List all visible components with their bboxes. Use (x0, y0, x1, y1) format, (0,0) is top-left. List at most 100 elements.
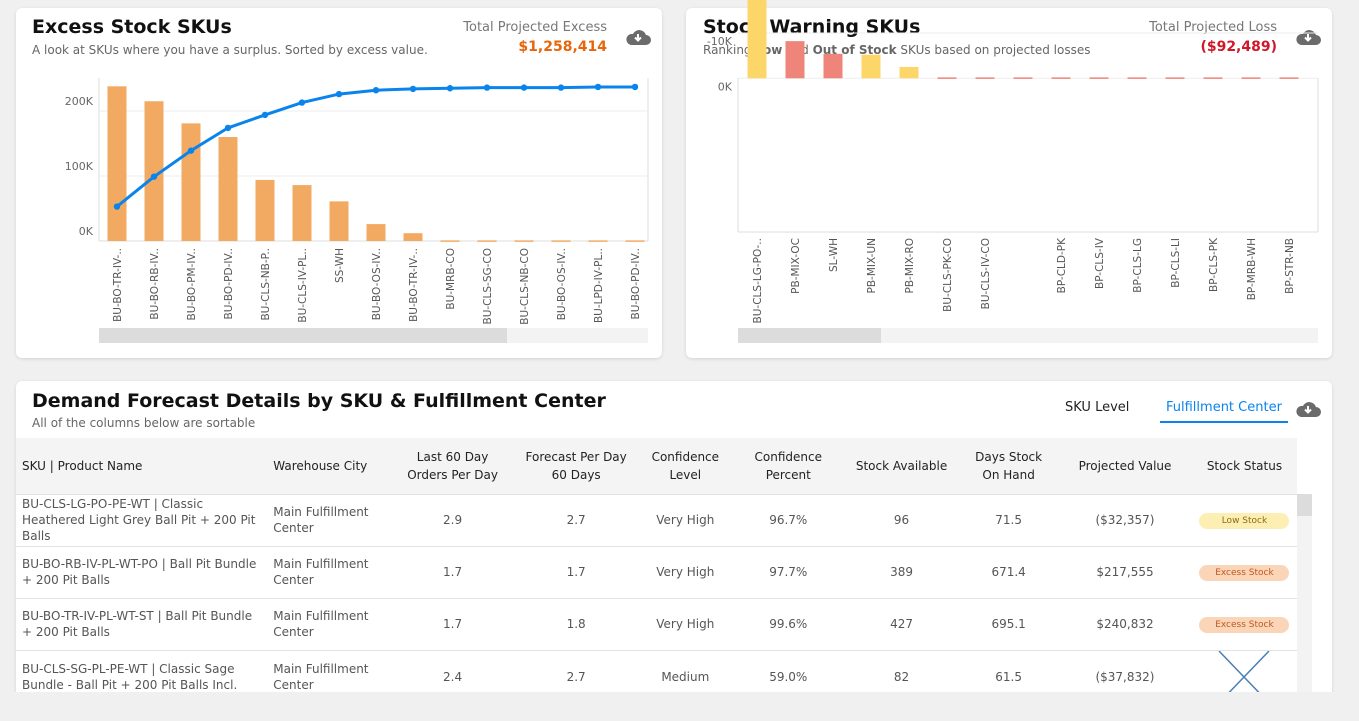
bar (218, 137, 238, 241)
x-tick-label: BP-CLS-LI (1170, 238, 1182, 288)
column-header[interactable]: Confidence Level (637, 438, 733, 494)
bar (861, 54, 881, 79)
bar (403, 233, 423, 241)
table-cell-1: Main Fulfillment Center (267, 597, 391, 650)
warning-scrollbar[interactable] (738, 328, 1318, 343)
y-tick-label: 0K (79, 225, 94, 238)
warning-kpi-label: Total Projected Loss (1149, 20, 1277, 35)
x-tick-label: BU-CLS-LG-PO-.. (752, 238, 764, 323)
table-cell-4: Very High (637, 597, 733, 650)
x-tick-label: PB-MIX-UN (866, 238, 878, 293)
bar (1013, 77, 1033, 79)
table-cell-4: Very High (637, 545, 733, 598)
column-header[interactable]: Stock Available (843, 438, 960, 494)
excess-scrollbar[interactable] (99, 328, 648, 343)
bar (1241, 77, 1261, 79)
cloud-download-icon[interactable] (1295, 400, 1321, 418)
bar (514, 240, 534, 242)
x-tick-label: BU-CLS-IV-PL.. (297, 248, 309, 323)
x-tick-label: BU-BO-OS-IV.. (556, 248, 568, 320)
table-cell-3: 2.7 (514, 649, 638, 703)
column-header[interactable]: Last 60 Day Orders Per Day (390, 438, 515, 494)
column-header[interactable]: SKU | Product Name (16, 438, 268, 494)
x-tick-label: BU-BO-PD-IV.. (630, 248, 642, 319)
x-tick-label: BU-MRB-CO (445, 248, 457, 310)
table-cell-6: 96 (843, 493, 960, 546)
x-tick-label: BU-CLS-NB-P.. (260, 248, 272, 321)
status-badge: Low Stock (1199, 513, 1290, 529)
column-header[interactable]: Confidence Percent (732, 438, 844, 494)
bar (975, 77, 995, 79)
line-point (298, 99, 306, 106)
table-row[interactable]: BU-BO-TR-IV-PL-WT-ST | Ball Pit Bundle +… (16, 597, 1297, 650)
tab-sku-level[interactable]: SKU Level (1065, 400, 1130, 415)
x-tick-label: SS-WH (334, 248, 346, 283)
tab-fulfillment-center[interactable]: Fulfillment Center (1160, 400, 1288, 423)
table-cell-5: 99.6% (732, 597, 844, 650)
table-cell-0: BU-CLS-LG-PO-PE-WT | Classic Heathered L… (16, 493, 268, 546)
bar (747, 0, 767, 79)
table-cell-1: Main Fulfillment Center (267, 493, 391, 546)
line-point (483, 84, 491, 91)
cloud-download-icon[interactable] (1295, 28, 1321, 46)
table-cell-8: $240,832 (1058, 597, 1192, 650)
column-header[interactable]: Forecast Per Day 60 Days (514, 438, 638, 494)
y-tick-label: 200K (65, 95, 94, 108)
x-tick-label: BP-STR-NB (1284, 238, 1296, 294)
x-tick-label: BP-CLS-IV (1094, 237, 1106, 289)
excess-chart: 0K 100K 200K BU-BO-TR-IV-.. BU-BO-RB-IV.. BU-… (65, 78, 649, 325)
table-cell-2: 1.7 (390, 545, 515, 598)
status-badge-cell: Low Stock (1191, 493, 1297, 546)
cloud-download-icon[interactable] (625, 28, 651, 46)
bar (1127, 77, 1147, 79)
bar (551, 240, 571, 242)
bar (292, 185, 312, 241)
table-cell-4: Very High (637, 493, 733, 546)
excess-kpi-value: $1,258,414 (518, 39, 607, 55)
table-cell-2: 1.7 (390, 597, 515, 650)
table-row[interactable]: BU-CLS-LG-PO-PE-WT | Classic Heathered L… (16, 493, 1297, 546)
table-cell-3: 1.7 (514, 545, 638, 598)
bar (588, 240, 608, 242)
table-cell-8: ($32,357) (1058, 493, 1192, 546)
line-point (113, 203, 121, 210)
x-tick-label: BU-BO-TR-IV-.. (408, 248, 420, 322)
column-header[interactable]: Warehouse City (267, 438, 391, 494)
table-row[interactable]: BU-BO-RB-IV-PL-WT-PO | Ball Pit Bundle +… (16, 545, 1297, 598)
y-tick-label: 100K (65, 160, 94, 173)
x-tick-label: BP-MRB-WH (1246, 238, 1258, 300)
line-point (335, 90, 343, 98)
line-point (372, 87, 380, 94)
x-tick-label: BP-CLS-LG (1132, 238, 1144, 293)
y-tick-label: -10K (707, 35, 733, 48)
page-footer (0, 692, 1359, 721)
line-point (150, 173, 158, 180)
forecast-title: Demand Forecast Details by SKU & Fulfill… (32, 390, 606, 412)
bar (255, 179, 275, 241)
bar (1203, 77, 1223, 79)
x-tick-label: BU-CLS-NB-CO (519, 248, 531, 325)
x-tick-label: PB-MIX-OC (790, 238, 802, 294)
line-point (224, 124, 232, 132)
x-tick-label: BU-BO-RB-IV.. (149, 248, 161, 320)
column-header[interactable]: Projected Value (1058, 438, 1192, 494)
bar (1279, 77, 1299, 79)
column-header[interactable]: Stock Status (1191, 438, 1297, 494)
y-tick-label: -20K (707, 0, 733, 3)
column-header[interactable]: Days Stock On Hand (959, 438, 1059, 494)
bar (899, 66, 919, 79)
x-tick-label: BU-BO-TR-IV-.. (112, 248, 124, 322)
table-cell-5: 96.7% (732, 493, 844, 546)
table-scrollbar[interactable] (1297, 494, 1312, 692)
bar (1089, 77, 1109, 79)
x-tick-label: BU-LPD-IV-PL.. (593, 248, 605, 323)
bar (625, 240, 645, 242)
forecast-table: SKU | Product Name Warehouse City Last 60 … (16, 438, 1297, 703)
excess-kpi-label: Total Projected Excess (463, 20, 607, 35)
table-cell-7: 695.1 (959, 597, 1059, 650)
status-badge-cell: Excess Stock (1191, 597, 1297, 650)
table-cell-3: 2.7 (514, 493, 638, 546)
y-tick-label: 0K (718, 80, 733, 93)
bar (785, 41, 805, 79)
line-point (631, 83, 639, 91)
